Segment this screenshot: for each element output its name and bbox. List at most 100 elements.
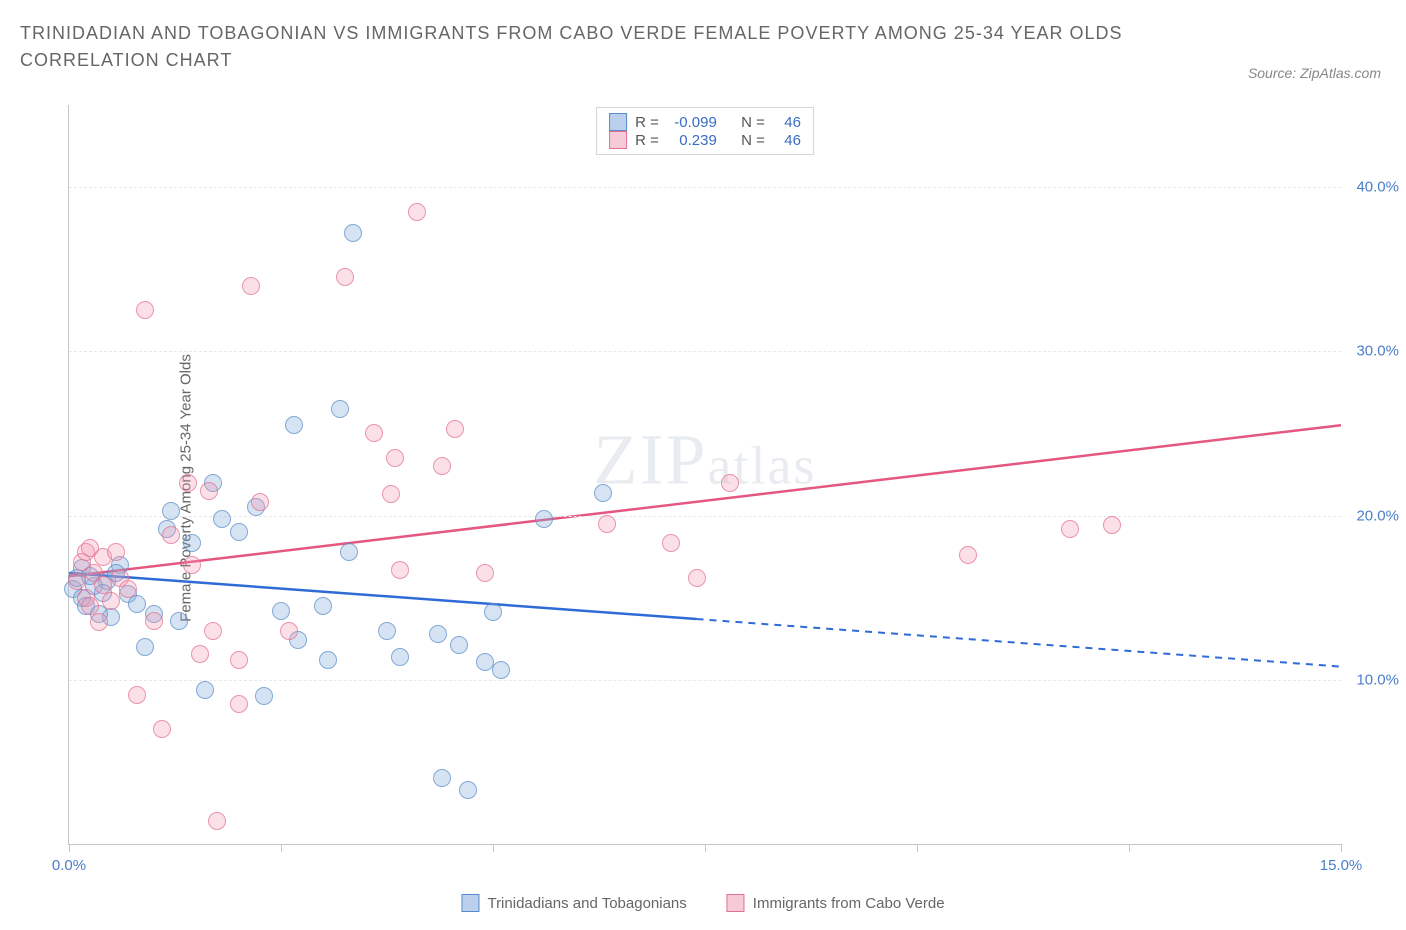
- scatter-point: [433, 457, 451, 475]
- stats-row: R = -0.099 N = 46: [609, 113, 801, 131]
- n-label: N =: [741, 132, 765, 149]
- scatter-point: [170, 612, 188, 630]
- stats-row: R =0.239 N =46: [609, 131, 801, 149]
- scatter-point: [662, 534, 680, 552]
- scatter-point: [598, 515, 616, 533]
- x-tick: [1129, 844, 1130, 852]
- scatter-point: [179, 474, 197, 492]
- scatter-point: [336, 268, 354, 286]
- scatter-point: [484, 603, 502, 621]
- scatter-point: [272, 602, 290, 620]
- scatter-point: [331, 400, 349, 418]
- scatter-point: [1061, 520, 1079, 538]
- scatter-point: [102, 592, 120, 610]
- scatter-point: [391, 561, 409, 579]
- scatter-point: [340, 543, 358, 561]
- y-gridline: [69, 516, 1341, 517]
- y-tick-label: 10.0%: [1356, 671, 1399, 688]
- stats-swatch: [609, 131, 627, 149]
- r-label: R =: [635, 132, 659, 149]
- scatter-point: [319, 651, 337, 669]
- r-value: -0.099: [667, 114, 717, 131]
- scatter-point: [476, 653, 494, 671]
- legend-label: Trinidadians and Tobagonians: [487, 895, 686, 912]
- y-tick-label: 40.0%: [1356, 179, 1399, 196]
- scatter-point: [450, 636, 468, 654]
- scatter-point: [90, 613, 108, 631]
- scatter-point: [433, 769, 451, 787]
- scatter-point: [251, 493, 269, 511]
- scatter-point: [162, 502, 180, 520]
- scatter-point: [594, 484, 612, 502]
- legend-label: Immigrants from Cabo Verde: [753, 895, 945, 912]
- scatter-point: [446, 420, 464, 438]
- stats-legend: R = -0.099 N = 46R = 0.239 N = 46: [596, 107, 814, 155]
- scatter-point: [213, 510, 231, 528]
- scatter-point: [230, 523, 248, 541]
- x-tick: [69, 844, 70, 852]
- x-tick: [917, 844, 918, 852]
- scatter-point: [204, 622, 222, 640]
- scatter-point: [959, 546, 977, 564]
- scatter-point: [1103, 516, 1121, 534]
- scatter-point: [365, 424, 383, 442]
- scatter-point: [230, 695, 248, 713]
- scatter-point: [285, 416, 303, 434]
- scatter-point: [391, 648, 409, 666]
- scatter-point: [208, 812, 226, 830]
- scatter-point: [459, 781, 477, 799]
- x-tick: [281, 844, 282, 852]
- legend-swatch: [461, 894, 479, 912]
- scatter-point: [107, 543, 125, 561]
- legend-item: Immigrants from Cabo Verde: [727, 894, 945, 912]
- scatter-point: [145, 612, 163, 630]
- scatter-point: [344, 224, 362, 242]
- chart-container: Female Poverty Among 25-34 Year Olds ZIP…: [40, 105, 1341, 870]
- scatter-point: [191, 645, 209, 663]
- scatter-point: [280, 622, 298, 640]
- scatter-point: [476, 564, 494, 582]
- scatter-point: [153, 720, 171, 738]
- scatter-point: [128, 686, 146, 704]
- scatter-point: [255, 687, 273, 705]
- legend-swatch: [727, 894, 745, 912]
- scatter-point: [119, 580, 137, 598]
- scatter-point: [492, 661, 510, 679]
- scatter-point: [721, 474, 739, 492]
- scatter-point: [136, 301, 154, 319]
- scatter-point: [535, 510, 553, 528]
- scatter-point: [314, 597, 332, 615]
- y-gridline: [69, 351, 1341, 352]
- scatter-point: [68, 572, 86, 590]
- n-value: 46: [773, 114, 801, 131]
- r-label: R =: [635, 114, 659, 131]
- scatter-point: [81, 597, 99, 615]
- x-tick-label: 15.0%: [1320, 857, 1363, 874]
- y-gridline: [69, 187, 1341, 188]
- trend-line-solid: [69, 573, 697, 619]
- scatter-point: [386, 449, 404, 467]
- r-value: 0.239: [667, 132, 717, 149]
- y-tick-label: 30.0%: [1356, 343, 1399, 360]
- scatter-point: [429, 625, 447, 643]
- series-legend: Trinidadians and Tobagonians Immigrants f…: [461, 894, 944, 912]
- scatter-point: [200, 482, 218, 500]
- watermark: ZIPatlas: [594, 418, 817, 501]
- scatter-point: [94, 576, 112, 594]
- trend-lines: [69, 105, 1341, 844]
- scatter-point: [242, 277, 260, 295]
- scatter-point: [162, 526, 180, 544]
- source-label: Source: ZipAtlas.com: [1248, 65, 1381, 81]
- n-label: N =: [741, 114, 765, 131]
- scatter-point: [378, 622, 396, 640]
- scatter-point: [183, 556, 201, 574]
- x-tick: [705, 844, 706, 852]
- scatter-point: [183, 534, 201, 552]
- legend-item: Trinidadians and Tobagonians: [461, 894, 686, 912]
- scatter-point: [136, 638, 154, 656]
- scatter-point: [196, 681, 214, 699]
- scatter-point: [382, 485, 400, 503]
- plot-area: ZIPatlas R =-0.099 N =46R =0.239 N =46 1…: [68, 105, 1341, 845]
- scatter-point: [230, 651, 248, 669]
- scatter-point: [408, 203, 426, 221]
